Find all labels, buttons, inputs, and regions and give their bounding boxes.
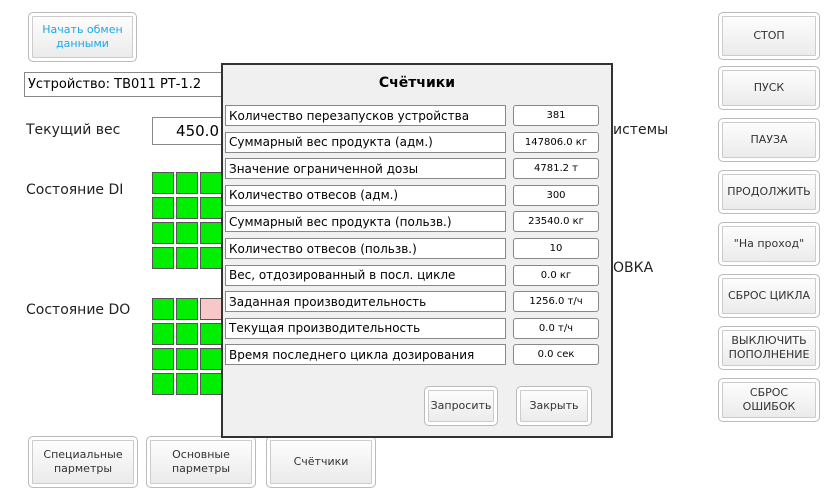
counter-label: Количество отвесов (адм.) <box>225 184 506 206</box>
control-button[interactable]: ВЫКЛЮЧИТЬ ПОПОЛНЕНИЕ <box>718 326 820 370</box>
counters-dialog: Счётчики Количество перезапусков устройс… <box>221 63 613 438</box>
do-indicator <box>176 373 198 395</box>
weight-label: Текущий вес <box>26 122 121 138</box>
counter-value: 0.0 т/ч <box>513 317 599 339</box>
do-indicator <box>152 373 174 395</box>
counter-value: 10 <box>513 238 599 259</box>
control-button[interactable]: ПАУЗА <box>718 118 820 162</box>
dialog-title: Счётчики <box>378 75 456 91</box>
close-button[interactable]: Закрыть <box>516 386 592 426</box>
hidden-text: истемы <box>613 122 669 138</box>
di-indicator <box>176 222 198 244</box>
do-indicator <box>152 323 174 345</box>
request-button[interactable]: Запросить <box>424 386 498 426</box>
counter-label: Время последнего цикла дозирования <box>225 344 506 366</box>
tab-button[interactable]: Специальные парметры <box>28 436 138 488</box>
control-button[interactable]: ПРОДОЛЖИТЬ <box>718 170 820 214</box>
counter-value: 147806.0 кг <box>513 131 599 153</box>
control-button[interactable]: ПУСК <box>718 66 820 110</box>
di-indicator <box>200 172 222 194</box>
counter-value: 4781.2 т <box>513 158 599 180</box>
di-indicator <box>176 247 198 269</box>
start-button[interactable]: Начать обмен данными <box>28 12 137 62</box>
counter-label: Количество отвесов (пользв.) <box>225 238 506 259</box>
di-indicator <box>152 247 174 269</box>
do-indicator <box>200 323 222 345</box>
di-indicator <box>200 247 222 269</box>
do-indicator <box>176 348 198 370</box>
counter-value: 300 <box>513 184 599 206</box>
control-button[interactable]: СБРОС ЦИКЛА <box>718 274 820 318</box>
device-field: Устройство: ТВ011 РТ-1.2 <box>24 72 222 97</box>
counter-label: Вес, отдозированный в посл. цикле <box>225 264 506 286</box>
do-indicator <box>176 298 198 320</box>
do-indicator <box>200 348 222 370</box>
counter-value: 0.0 кг <box>513 264 599 286</box>
counter-label: Текущая производительность <box>225 317 506 339</box>
do-indicator <box>200 298 222 320</box>
counter-value: 0.0 сек <box>513 344 599 366</box>
di-indicator <box>152 197 174 219</box>
counter-label: Суммарный вес продукта (пользв.) <box>225 211 506 233</box>
weight-value: 450.0 <box>152 117 224 145</box>
counter-label: Суммарный вес продукта (адм.) <box>225 131 506 153</box>
control-button[interactable]: СТОП <box>718 12 820 60</box>
counter-label: Заданная производительность <box>225 291 506 313</box>
do-label: Состояние DO <box>26 302 131 318</box>
counter-value: 381 <box>513 105 599 126</box>
tab-button[interactable]: Основные парметры <box>146 436 256 488</box>
hidden-text: ОВКА <box>613 260 654 276</box>
di-indicator <box>152 172 174 194</box>
counter-label: Значение ограниченной дозы <box>225 158 506 180</box>
di-indicator <box>200 197 222 219</box>
tab-button[interactable]: Счётчики <box>266 436 376 488</box>
do-indicator <box>176 323 198 345</box>
di-indicator <box>152 222 174 244</box>
di-indicator <box>176 172 198 194</box>
do-indicator <box>152 298 174 320</box>
counter-value: 1256.0 т/ч <box>513 291 599 313</box>
control-button[interactable]: "На проход" <box>718 222 820 266</box>
do-indicator <box>200 373 222 395</box>
counter-value: 23540.0 кг <box>513 211 599 233</box>
di-label: Состояние DI <box>26 182 124 198</box>
di-indicator <box>176 197 198 219</box>
counter-label: Количество перезапусков устройства <box>225 105 506 126</box>
control-button[interactable]: СБРОС ОШИБОК <box>718 378 820 422</box>
di-indicator <box>200 222 222 244</box>
do-indicator <box>152 348 174 370</box>
